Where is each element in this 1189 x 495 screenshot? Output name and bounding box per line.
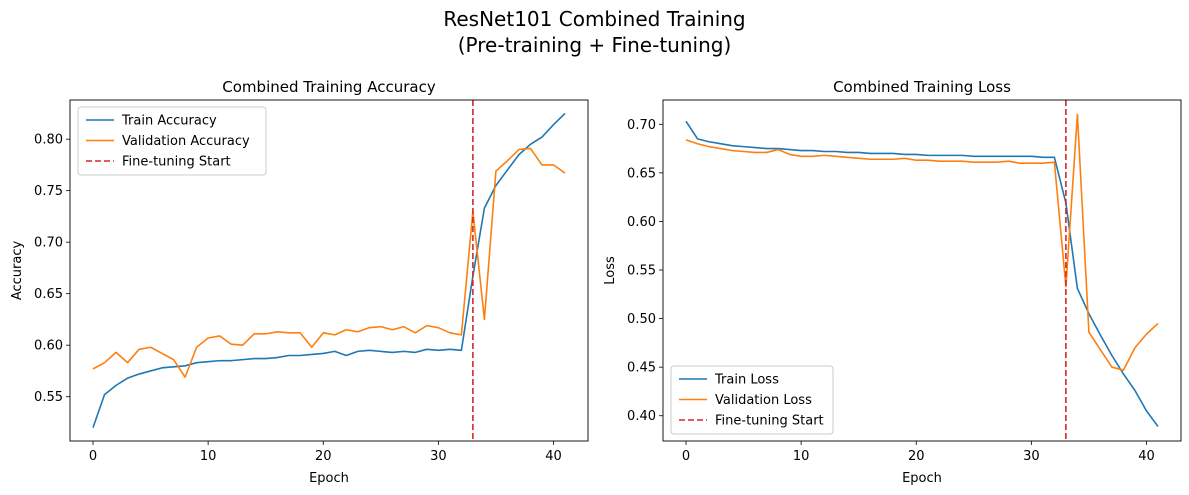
legend: Train Loss Validation Loss Fine-tuning Sta… bbox=[670, 365, 834, 435]
train-accuracy-line bbox=[92, 112, 566, 428]
validation-accuracy-line bbox=[92, 147, 566, 378]
y-tick-label: 0.55 bbox=[34, 390, 63, 405]
x-tick-label: 40 bbox=[1138, 449, 1155, 464]
legend-label: Train Loss bbox=[714, 373, 779, 388]
y-tick-label: 0.75 bbox=[34, 184, 63, 199]
y-tick-label: 0.80 bbox=[34, 133, 63, 148]
y-tick-label: 0.55 bbox=[627, 264, 656, 279]
legend-box bbox=[670, 365, 834, 435]
chart-title: Combined Training Accuracy bbox=[222, 78, 436, 96]
y-tick-label: 0.60 bbox=[627, 215, 656, 230]
chart-title: Combined Training Loss bbox=[833, 78, 1011, 96]
legend-label: Train Accuracy bbox=[121, 114, 217, 129]
x-axis-label: Epoch bbox=[309, 471, 349, 486]
y-tick-label: 0.45 bbox=[627, 361, 656, 376]
chart-loss: Combined Training Loss 0 10 20 30 40 0.40 0.45 0… bbox=[603, 78, 1182, 486]
y-tick-label: 0.70 bbox=[627, 118, 656, 133]
x-tick-label: 30 bbox=[430, 449, 447, 464]
x-tick-label: 10 bbox=[793, 449, 810, 464]
x-tick-label: 30 bbox=[1023, 449, 1040, 464]
x-tick-label: 20 bbox=[315, 449, 332, 464]
y-tick-label: 0.50 bbox=[627, 312, 656, 327]
figure-title: ResNet101 Combined Training (Pre-trainin… bbox=[0, 6, 1189, 58]
legend-label: Validation Loss bbox=[715, 393, 812, 408]
plot-frame bbox=[662, 99, 1182, 442]
plot-frame bbox=[69, 99, 589, 442]
x-tick-label: 40 bbox=[545, 449, 562, 464]
x-tick-label: 20 bbox=[908, 449, 925, 464]
y-tick-label: 0.65 bbox=[627, 166, 656, 181]
legend-box bbox=[77, 106, 267, 176]
y-tick-label: 0.60 bbox=[34, 339, 63, 354]
y-axis-label: Loss bbox=[603, 256, 618, 285]
legend-label: Validation Accuracy bbox=[122, 134, 250, 149]
y-tick-label: 0.65 bbox=[34, 287, 63, 302]
x-tick-label: 10 bbox=[200, 449, 217, 464]
legend-label: Fine-tuning Start bbox=[122, 155, 231, 170]
legend: Train Accuracy Validation Accuracy Fine-tu… bbox=[77, 106, 267, 176]
legend-label: Fine-tuning Start bbox=[715, 414, 824, 429]
chart-accuracy: Combined Training Accuracy 0 10 20 30 40 0.55 0… bbox=[10, 78, 589, 486]
train-loss-line bbox=[685, 120, 1159, 427]
figure-title-line1: ResNet101 Combined Training bbox=[443, 7, 746, 31]
figure-title-line2: (Pre-training + Fine-tuning) bbox=[457, 33, 732, 57]
y-axis-label: Accuracy bbox=[10, 241, 25, 301]
y-tick-label: 0.70 bbox=[34, 236, 63, 251]
y-tick-label: 0.40 bbox=[627, 409, 656, 424]
validation-loss-line bbox=[685, 113, 1159, 371]
x-axis-label: Epoch bbox=[902, 471, 942, 486]
x-tick-label: 0 bbox=[89, 449, 97, 464]
x-tick-label: 0 bbox=[682, 449, 690, 464]
